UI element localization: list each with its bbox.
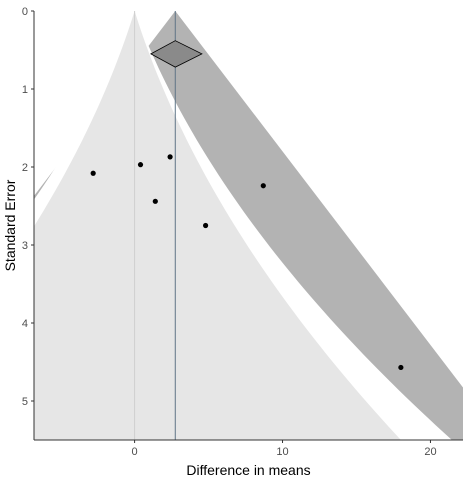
study-point-4 [167,154,173,160]
y-tick-label: 0 [22,6,28,18]
y-tick-label: 3 [22,240,28,252]
study-point-3 [152,198,158,204]
plot-panel [34,11,463,440]
x-tick-label: 20 [424,446,436,458]
y-axis-title: Standard Error [2,179,18,271]
pooled-estimate-diamond [150,40,203,68]
axes [31,10,463,443]
x-tick-label: 10 [276,446,288,458]
study-point-2 [137,162,144,168]
study-point-6 [260,183,266,189]
y-tick-label: 2 [22,162,28,174]
study-point-7 [398,364,404,371]
tick-labels: 0 10 20 0 1 2 3 4 5 [22,6,437,458]
y-tick-label: 5 [22,396,28,408]
data-points [90,154,404,371]
contour-region-inner [34,11,401,440]
study-point-5 [203,222,209,229]
study-point-1 [90,170,96,176]
x-axis-title: Difference in means [186,462,310,478]
y-tick-label: 4 [22,318,28,330]
x-tick-label: 0 [132,446,138,458]
y-tick-label: 1 [22,84,28,96]
